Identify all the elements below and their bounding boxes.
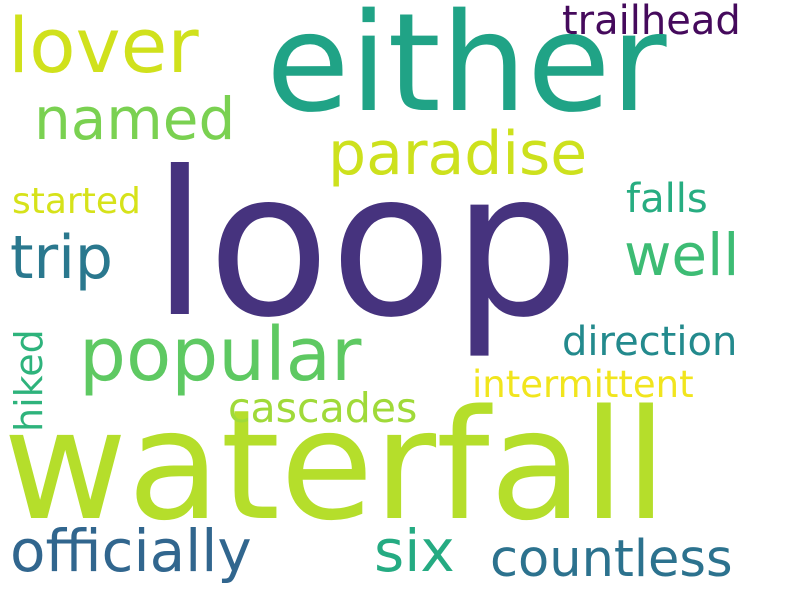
word-direction: direction	[562, 319, 738, 365]
word-lover: lover	[8, 1, 199, 90]
word-trip: trip	[10, 223, 113, 293]
word-countless: countless	[490, 530, 733, 589]
word-popular: popular	[79, 312, 362, 398]
word-cascades: cascades	[228, 384, 418, 432]
word-named: named	[34, 85, 236, 153]
word-either: either	[266, 0, 667, 143]
word-trailhead: trailhead	[562, 0, 741, 44]
word-started: started	[12, 181, 141, 222]
word-intermittent: intermittent	[472, 363, 694, 406]
word-paradise: paradise	[328, 119, 588, 189]
word-loop: loop	[152, 129, 580, 362]
word-six: six	[374, 517, 455, 585]
word-waterfall: waterfall	[3, 377, 668, 554]
word-hiked: hiked	[7, 329, 51, 432]
word-well: well	[624, 221, 740, 289]
word-falls: falls	[626, 176, 708, 222]
word-officially: officially	[10, 517, 252, 585]
